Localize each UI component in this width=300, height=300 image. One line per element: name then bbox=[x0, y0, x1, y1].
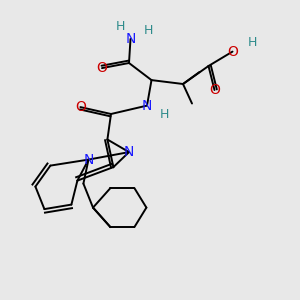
Text: N: N bbox=[142, 99, 152, 112]
Text: H: H bbox=[144, 24, 153, 38]
Text: O: O bbox=[227, 45, 238, 58]
Text: H: H bbox=[160, 108, 169, 122]
Text: H: H bbox=[247, 35, 257, 49]
Text: O: O bbox=[75, 100, 86, 114]
Text: H: H bbox=[115, 20, 125, 34]
Text: N: N bbox=[83, 153, 94, 166]
Text: N: N bbox=[124, 145, 134, 159]
Text: O: O bbox=[209, 83, 220, 97]
Text: O: O bbox=[97, 61, 107, 75]
Text: N: N bbox=[125, 32, 136, 46]
